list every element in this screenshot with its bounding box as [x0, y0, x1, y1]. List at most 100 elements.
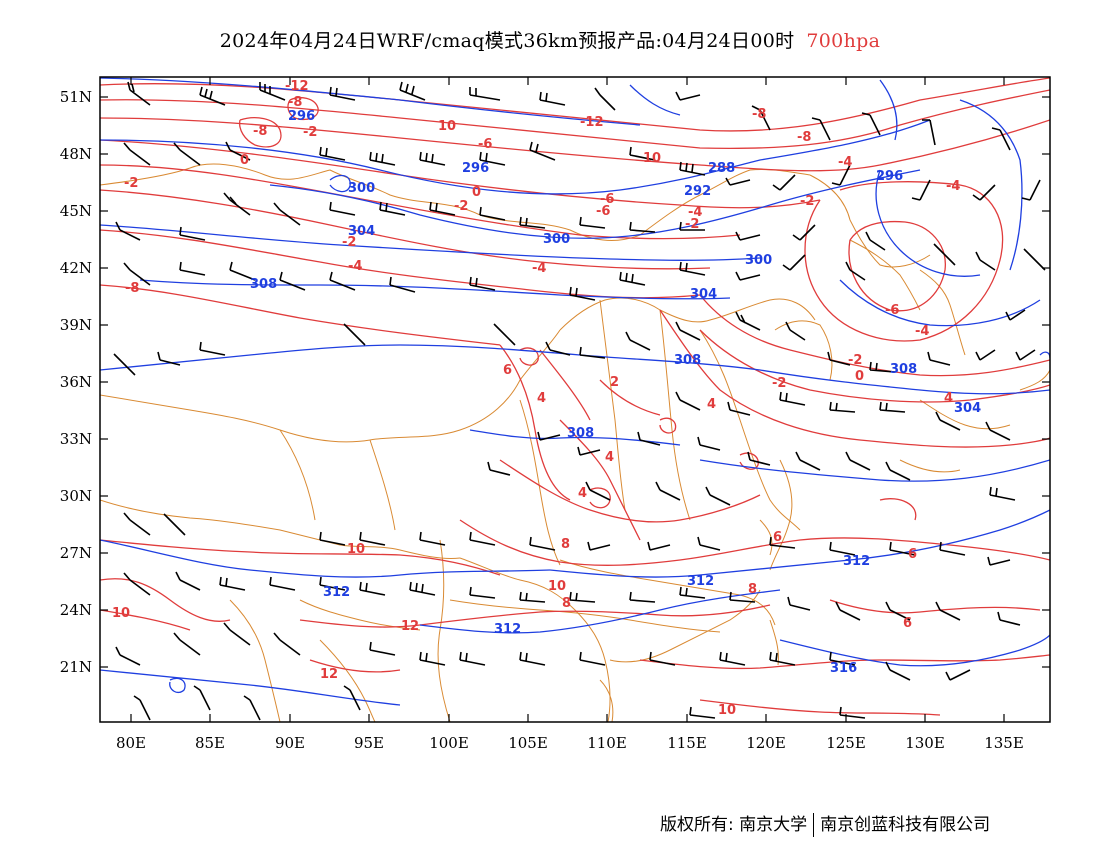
lat-tick-label: 39N	[60, 316, 92, 334]
temp-label-group: -12 -8 -8 -2 0 -2 -2 -4 -8 10 -6 0 -2 -4…	[112, 79, 960, 718]
temp-label: -6	[600, 192, 614, 207]
height-label: 292	[684, 184, 711, 199]
temp-label: 4	[578, 486, 587, 501]
temp-label: 10	[718, 703, 736, 718]
temp-label: -4	[532, 261, 546, 276]
height-label: 296	[876, 169, 903, 184]
lon-axis	[130, 77, 1005, 722]
temp-label: -6	[478, 137, 492, 152]
height-label: 300	[348, 181, 375, 196]
temp-label: -8	[125, 281, 139, 296]
temp-label: -12	[285, 79, 309, 94]
height-label: 300	[543, 232, 570, 247]
lon-tick-label: 130E	[905, 734, 945, 752]
temp-label: 0	[855, 369, 864, 384]
lon-tick-label: 110E	[587, 734, 627, 752]
lon-tick-label: 115E	[667, 734, 707, 752]
height-contours	[100, 77, 1050, 706]
temp-label: -2	[342, 235, 356, 250]
wind-barbs	[113, 81, 1046, 721]
lat-tick-label: 33N	[60, 430, 92, 448]
temp-label: 10	[643, 151, 661, 166]
map-frame	[99, 76, 1051, 723]
lat-tick-label: 48N	[60, 145, 92, 163]
lon-tick-label: 105E	[508, 734, 548, 752]
lat-tick-label: 24N	[60, 601, 92, 619]
map-title: 2024年04月24日WRF/cmaq模式36km预报产品:04月24日00时 7…	[0, 26, 1100, 53]
lat-tick-label: 42N	[60, 259, 92, 277]
height-label: 312	[323, 585, 350, 600]
temp-label: -2	[685, 217, 699, 232]
lon-tick-label: 125E	[826, 734, 866, 752]
temp-label: 10	[548, 579, 566, 594]
height-label: 308	[890, 362, 917, 377]
temp-label: 6	[903, 616, 912, 631]
temp-label: -2	[772, 376, 786, 391]
temp-label: 10	[112, 606, 130, 621]
temp-label: -2	[848, 353, 862, 368]
title-main: 2024年04月24日WRF/cmaq模式36km预报产品:04月24日00时	[219, 30, 795, 52]
footer-left: 版权所有: 南京大学	[660, 815, 808, 835]
lat-labels: 51N 48N 45N 42N 39N 36N 33N 30N 27N 24N …	[60, 88, 92, 676]
temp-label: 12	[401, 619, 419, 634]
temp-label: 4	[605, 450, 614, 465]
footer-separator	[813, 813, 815, 837]
lat-tick-label: 30N	[60, 487, 92, 505]
lat-tick-label: 45N	[60, 202, 92, 220]
temp-label: 0	[240, 153, 249, 168]
height-label: 304	[690, 287, 717, 302]
lon-tick-label: 80E	[116, 734, 146, 752]
height-label: 296	[462, 161, 489, 176]
lon-tick-label: 100E	[429, 734, 469, 752]
temp-label: 6	[773, 530, 782, 545]
footer-right: 南京创蓝科技有限公司	[820, 815, 991, 835]
lat-tick-label: 27N	[60, 544, 92, 562]
temp-label: 4	[707, 397, 716, 412]
temp-label: 8	[748, 582, 757, 597]
lon-tick-label: 85E	[195, 734, 225, 752]
lon-tick-label: 95E	[354, 734, 384, 752]
temp-label: -6	[885, 303, 899, 318]
temp-label: 10	[438, 119, 456, 134]
temp-label: -2	[303, 125, 317, 140]
temp-label: -8	[253, 124, 267, 139]
temp-label: -2	[454, 199, 468, 214]
lon-tick-label: 90E	[275, 734, 305, 752]
height-label: 308	[250, 277, 277, 292]
height-label: 308	[674, 353, 701, 368]
lat-tick-label: 21N	[60, 658, 92, 676]
height-label: 312	[843, 554, 870, 569]
temp-label: 6	[908, 547, 917, 562]
temp-label: -8	[797, 130, 811, 145]
temp-label: 2	[610, 375, 619, 390]
height-label: 308	[567, 426, 594, 441]
temp-label: -8	[288, 95, 302, 110]
temp-label: -4	[838, 155, 852, 170]
temp-label: 4	[537, 391, 546, 406]
lat-axis	[100, 96, 1050, 668]
height-label: 300	[745, 253, 772, 268]
height-label: 296	[288, 109, 315, 124]
lon-labels: 80E 85E 90E 95E 100E 105E 110E 115E 120E…	[116, 734, 1024, 752]
temp-label: -6	[596, 204, 610, 219]
lat-tick-label: 51N	[60, 88, 92, 106]
lon-tick-label: 120E	[746, 734, 786, 752]
temp-label: -2	[124, 176, 138, 191]
height-label: 288	[708, 161, 735, 176]
copyright-footer: 版权所有: 南京大学 南京创蓝科技有限公司	[660, 810, 990, 837]
height-label: 304	[348, 224, 375, 239]
height-label-group: 296 300 304 308 288 292 296 300 304 308 …	[250, 109, 981, 676]
temp-label: 8	[561, 537, 570, 552]
title-level: 700hpa	[806, 30, 881, 52]
temp-label: 6	[503, 363, 512, 378]
lon-tick-label: 135E	[984, 734, 1024, 752]
temp-label: 0	[472, 185, 481, 200]
temp-label: -12	[580, 115, 604, 130]
temp-label: -8	[752, 107, 766, 122]
temp-label: 12	[320, 667, 338, 682]
temp-label: -4	[688, 205, 702, 220]
height-label: 312	[687, 574, 714, 589]
temp-label: -2	[800, 194, 814, 209]
temp-label: -4	[348, 259, 362, 274]
